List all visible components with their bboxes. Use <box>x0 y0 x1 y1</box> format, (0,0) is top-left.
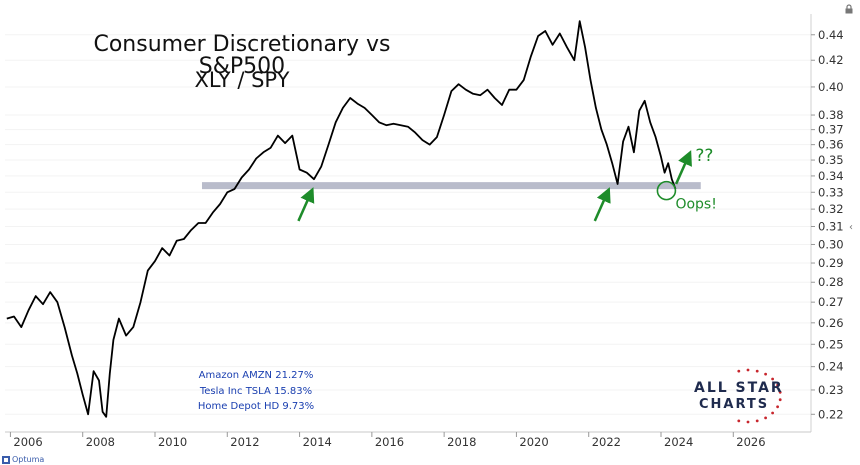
logo-star <box>764 372 767 376</box>
y-tick-label: 0.37 <box>818 123 844 137</box>
x-tick-label: 2018 <box>447 435 476 449</box>
lock-icon[interactable] <box>844 4 854 14</box>
logo-star <box>778 390 782 394</box>
x-tick-label: 2012 <box>230 435 259 449</box>
x-axis-ticks: 2006 2008 2010 2012 2014 2016 2018 2020 2022 2024… <box>9 432 766 449</box>
logo-star <box>737 369 741 373</box>
arrow-annotations <box>297 150 692 222</box>
y-tick-label: 0.25 <box>818 337 844 351</box>
logo-star <box>776 405 779 409</box>
logo-star-ring <box>737 368 782 424</box>
series-line <box>6 20 677 418</box>
x-tick-label: 2006 <box>13 435 42 449</box>
holding-row: Amazon AMZN 21.27% <box>198 370 314 381</box>
logo-star <box>755 369 759 373</box>
y-tick-label: 0.27 <box>818 295 844 309</box>
logo-star <box>755 419 759 423</box>
y-tick-label: 0.31 <box>818 220 844 234</box>
y-tick-label: 0.44 <box>818 28 844 42</box>
x-tick-label: 2008 <box>86 435 115 449</box>
arrow <box>297 187 315 222</box>
optuma-label: Optuma <box>12 455 45 464</box>
x-tick-label: 2010 <box>158 435 187 449</box>
logo-line-1: ALL STAR <box>694 380 784 396</box>
y-axis-ticks: 0.44 0.42 0.40 0.380.370.360.35 0.34 0.33 0.32… <box>811 28 844 421</box>
y-tick-label: 0.34 <box>818 169 844 183</box>
logo-star <box>764 416 767 420</box>
y-tick-label: 0.35 <box>818 153 844 167</box>
y-tick-label: 0.32 <box>818 202 844 216</box>
holding-row: Tesla Inc TSLA 15.83% <box>199 385 313 397</box>
circle-marker <box>656 180 677 201</box>
arrow <box>674 150 692 185</box>
logo-star <box>746 368 750 372</box>
y-tick-label: 0.38 <box>818 108 844 122</box>
x-tick-label: 2014 <box>303 435 332 449</box>
y-tick-label: 0.26 <box>818 316 844 330</box>
logo-star <box>776 383 779 387</box>
holding-row: Home Depot HD 9.73% <box>197 401 315 412</box>
logo-star <box>746 420 750 424</box>
all-star-charts-logo: ALL STAR CHARTS <box>690 366 800 426</box>
chart-subtitle: XLY / SPY <box>194 68 290 92</box>
y-tick-label: 0.36 <box>818 138 844 152</box>
y-tick-label: 0.42 <box>818 53 844 67</box>
x-tick-label: 2022 <box>592 435 621 449</box>
annotation-text: Oops! <box>675 196 716 212</box>
arrow <box>593 187 611 222</box>
y-tick-label: 0.22 <box>818 407 844 421</box>
circle-annotation <box>656 180 677 201</box>
ratio-series <box>6 20 677 418</box>
optuma-icon <box>2 456 10 464</box>
logo-star <box>771 411 774 415</box>
y-tick-label: 0.24 <box>818 360 844 374</box>
logo-star <box>737 419 741 423</box>
chart-title: Consumer Discretionary vs S&P500 <box>93 32 391 79</box>
y-tick-label: 0.29 <box>818 256 844 270</box>
text-annotations: ?? Oops! <box>675 146 716 212</box>
logo-star <box>771 377 774 381</box>
logo-line-2: CHARTS <box>699 397 770 412</box>
y-tick-label: 0.30 <box>818 237 844 251</box>
gridlines <box>5 34 811 415</box>
annotation-text: ?? <box>695 146 713 166</box>
y-tick-label: 0.23 <box>818 383 844 397</box>
y-tick-label: 0.28 <box>818 275 844 289</box>
x-tick-label: 2016 <box>375 435 404 449</box>
logo-star <box>778 398 782 402</box>
optuma-footer: Optuma <box>0 455 120 465</box>
y-tick-label: 0.33 <box>818 185 844 199</box>
y-tick-label: 0.40 <box>818 80 844 94</box>
x-tick-label: 2020 <box>519 435 548 449</box>
x-tick-label: 2026 <box>736 435 765 449</box>
chevron-left-icon[interactable]: ‹ <box>849 222 853 233</box>
x-tick-label: 2024 <box>664 435 693 449</box>
top-holdings: Amazon AMZN 21.27% Tesla Inc TSLA 15.83%… <box>176 368 336 415</box>
